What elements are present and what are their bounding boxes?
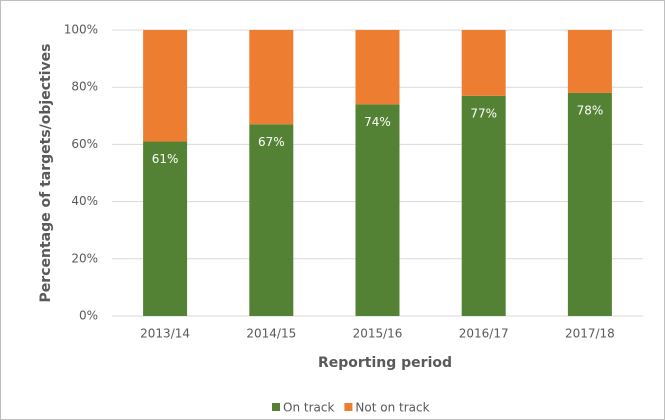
legend-label: Not on track — [355, 401, 429, 415]
x-tick-label: 2014/15 — [246, 327, 296, 341]
data-label: 67% — [258, 135, 285, 149]
x-axis-label: Reporting period — [318, 355, 452, 371]
bar-segment — [567, 92, 612, 316]
legend-swatch — [272, 403, 280, 411]
y-tick-label: 100% — [64, 23, 98, 37]
bar-segment — [143, 141, 188, 316]
legend-swatch — [344, 403, 353, 411]
y-tick-label: 40% — [71, 194, 98, 208]
y-tick-label: 20% — [71, 251, 98, 265]
y-tick-label: 60% — [71, 137, 98, 151]
bar-segment — [567, 30, 612, 93]
data-label: 78% — [577, 103, 604, 117]
y-axis-label: Percentage of targets/objectives — [38, 44, 54, 303]
x-tick-label: 2015/16 — [353, 327, 403, 341]
bar-segment — [249, 30, 294, 125]
bar-segment — [461, 95, 506, 316]
x-tick-label: 2013/14 — [140, 327, 190, 341]
bar-segment — [249, 124, 294, 316]
bar-segment — [461, 30, 506, 96]
x-tick-label: 2016/17 — [459, 327, 509, 341]
bar-segment — [143, 30, 188, 142]
data-label: 74% — [364, 115, 391, 129]
data-label: 77% — [470, 106, 497, 120]
x-tick-label: 2017/18 — [565, 327, 615, 341]
y-tick-label: 80% — [71, 80, 98, 94]
legend-label: On track — [283, 401, 334, 415]
data-label: 61% — [152, 152, 179, 166]
bar-segment — [355, 104, 400, 316]
bar-segment — [355, 30, 400, 105]
y-tick-label: 0% — [79, 309, 98, 323]
